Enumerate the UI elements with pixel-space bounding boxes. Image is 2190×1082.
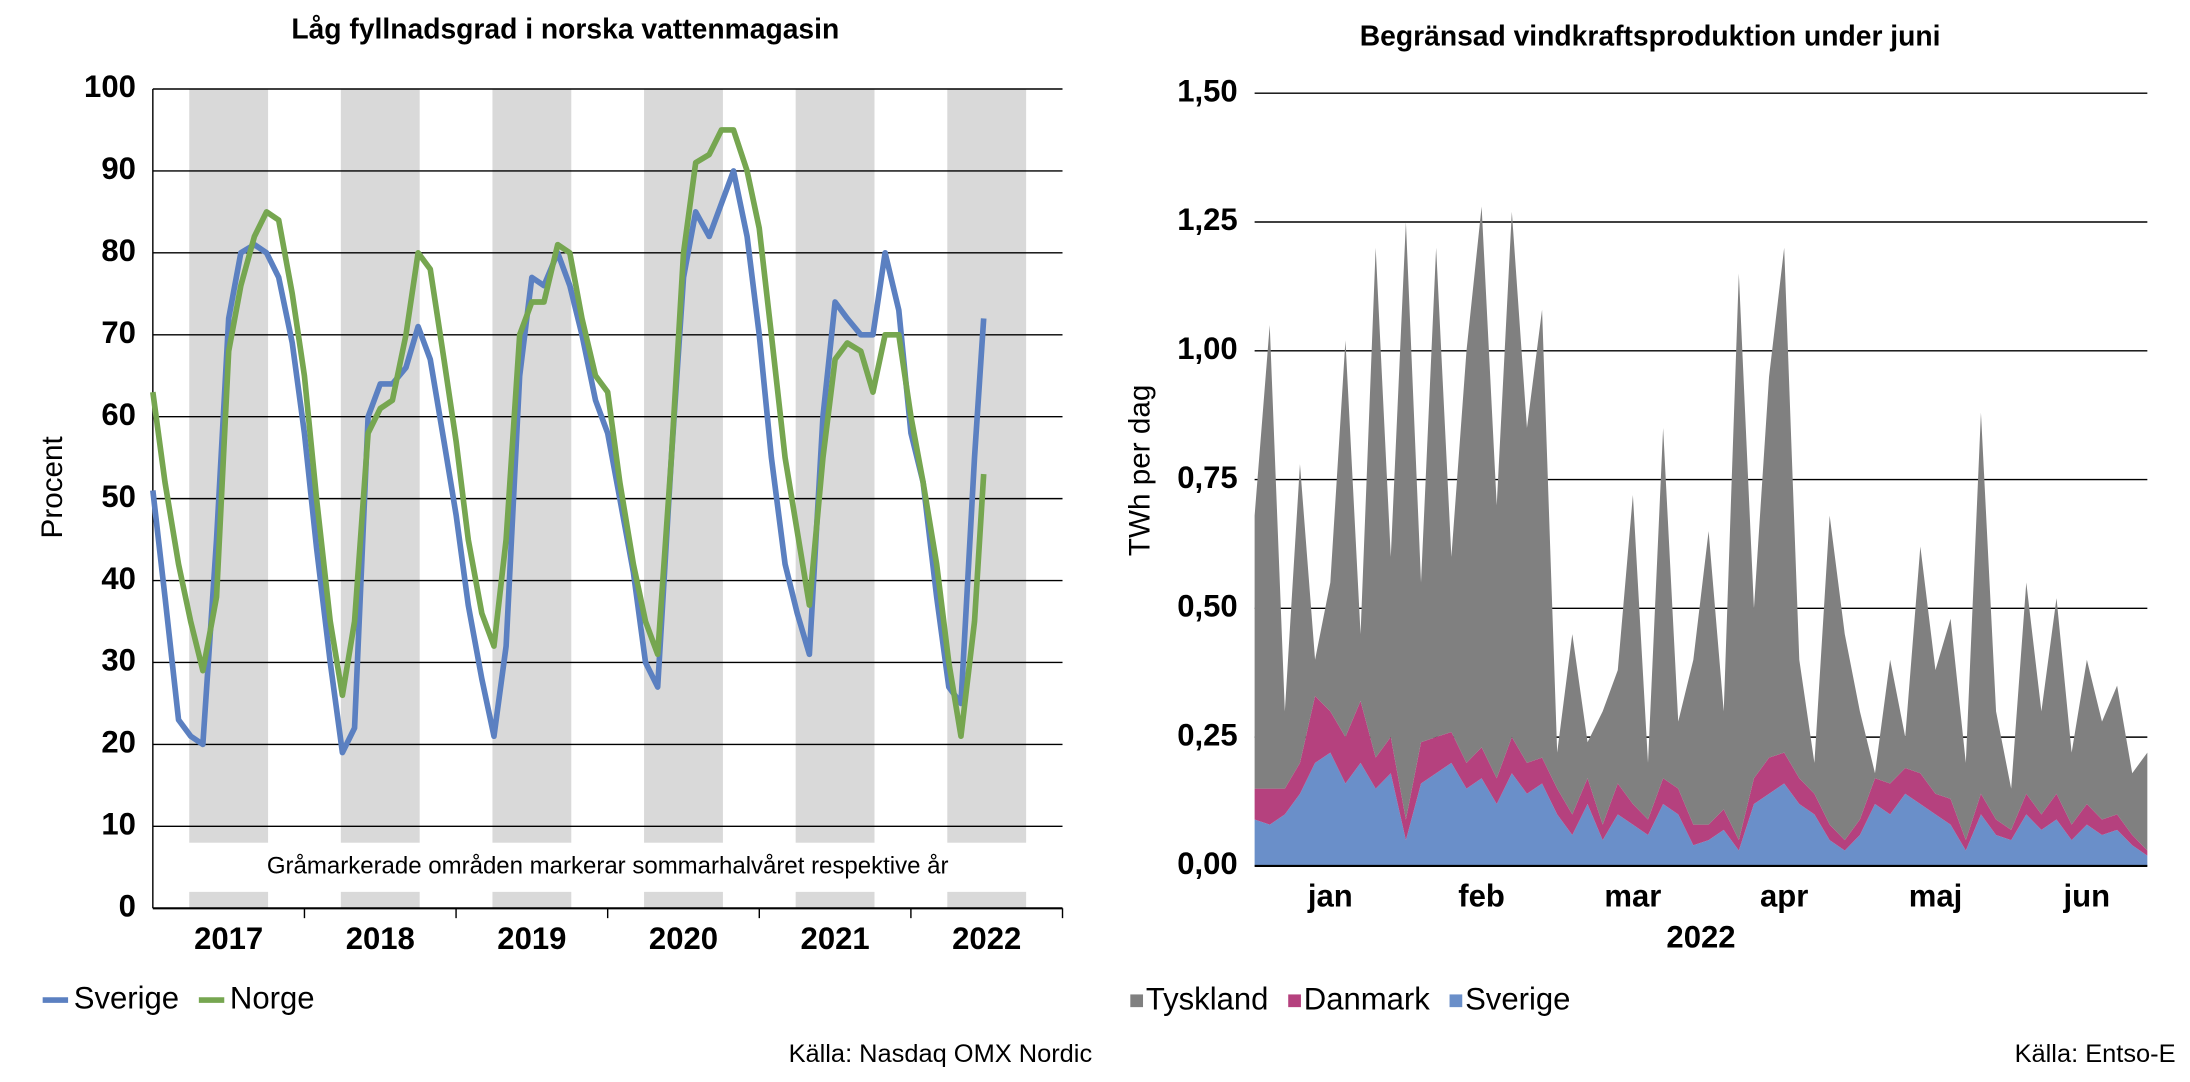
y-tick-label: 50 xyxy=(101,479,136,514)
y-tick-label: 80 xyxy=(101,233,136,268)
x-tick-label: 2018 xyxy=(346,921,415,956)
x-tick-label: jan xyxy=(1307,879,1353,914)
y-tick-label: 0,25 xyxy=(1177,717,1237,752)
area-series xyxy=(1254,206,2148,851)
y-tick-label: 100 xyxy=(84,69,136,104)
note-background xyxy=(152,842,1063,892)
y-tick-label: 0,75 xyxy=(1177,460,1237,495)
y-tick-label: 0 xyxy=(119,888,136,923)
line-series xyxy=(150,127,987,740)
x-tick-label: feb xyxy=(1458,879,1505,914)
x-tick-label: 2020 xyxy=(649,921,718,956)
y-tick-label: 10 xyxy=(101,807,136,842)
y-tick-label: 60 xyxy=(101,397,136,432)
y-tick-label: 40 xyxy=(101,561,136,596)
y-axis-label: TWh per dag xyxy=(1123,385,1156,556)
y-tick-label: 90 xyxy=(101,151,136,186)
x-tick-label: maj xyxy=(1909,879,1963,914)
legend-label: Norge xyxy=(230,980,315,1015)
y-tick-label: 20 xyxy=(101,725,136,760)
legend-swatch xyxy=(1449,994,1463,1008)
legend-swatch xyxy=(1130,994,1144,1008)
y-tick-label: 30 xyxy=(101,643,136,678)
x-tick-label: 2017 xyxy=(194,921,263,956)
y-axis-label: Procent xyxy=(36,435,69,538)
source: Källa: Nasdaq OMX Nordic xyxy=(789,1040,1093,1068)
legend-label: Sverige xyxy=(1465,982,1570,1017)
y-tick-label: 1,00 xyxy=(1177,331,1237,366)
legend-label: Danmark xyxy=(1304,982,1430,1017)
y-tick-label: 0,50 xyxy=(1177,589,1237,624)
x-tick-label: mar xyxy=(1604,879,1661,914)
chart-line: Låg fyllnadsgrad i norska vattenmagasin P… xyxy=(36,13,1093,1068)
x-tick-label: 2022 xyxy=(952,921,1021,956)
note: Gråmarkerade områden markerar sommarhalv… xyxy=(267,853,949,880)
chart-area: Begränsad vindkraftsproduktion under jun… xyxy=(1123,20,2175,1068)
y-tick-label: 1,25 xyxy=(1177,202,1237,237)
y-tick-label: 70 xyxy=(101,315,136,350)
chart-title: Låg fyllnadsgrad i norska vattenmagasin xyxy=(291,13,839,45)
y-tick-label: 0,00 xyxy=(1177,846,1237,881)
line-series xyxy=(150,168,987,756)
area-series xyxy=(1254,752,2148,866)
x-axis-label: 2022 xyxy=(1666,920,1735,955)
source: Källa: Entso-E xyxy=(2015,1040,2176,1068)
legend-label: Sverige xyxy=(74,980,179,1015)
x-tick-label: 2019 xyxy=(497,921,566,956)
x-tick-label: apr xyxy=(1760,879,1808,914)
x-tick-label: 2021 xyxy=(801,921,870,956)
chart-title: Begränsad vindkraftsproduktion under jun… xyxy=(1360,20,1941,52)
x-tick-label: jun xyxy=(2063,879,2111,914)
legend-swatch xyxy=(1288,994,1301,1008)
legend-label: Tyskland xyxy=(1146,982,1269,1017)
y-tick-label: 1,50 xyxy=(1177,73,1237,108)
